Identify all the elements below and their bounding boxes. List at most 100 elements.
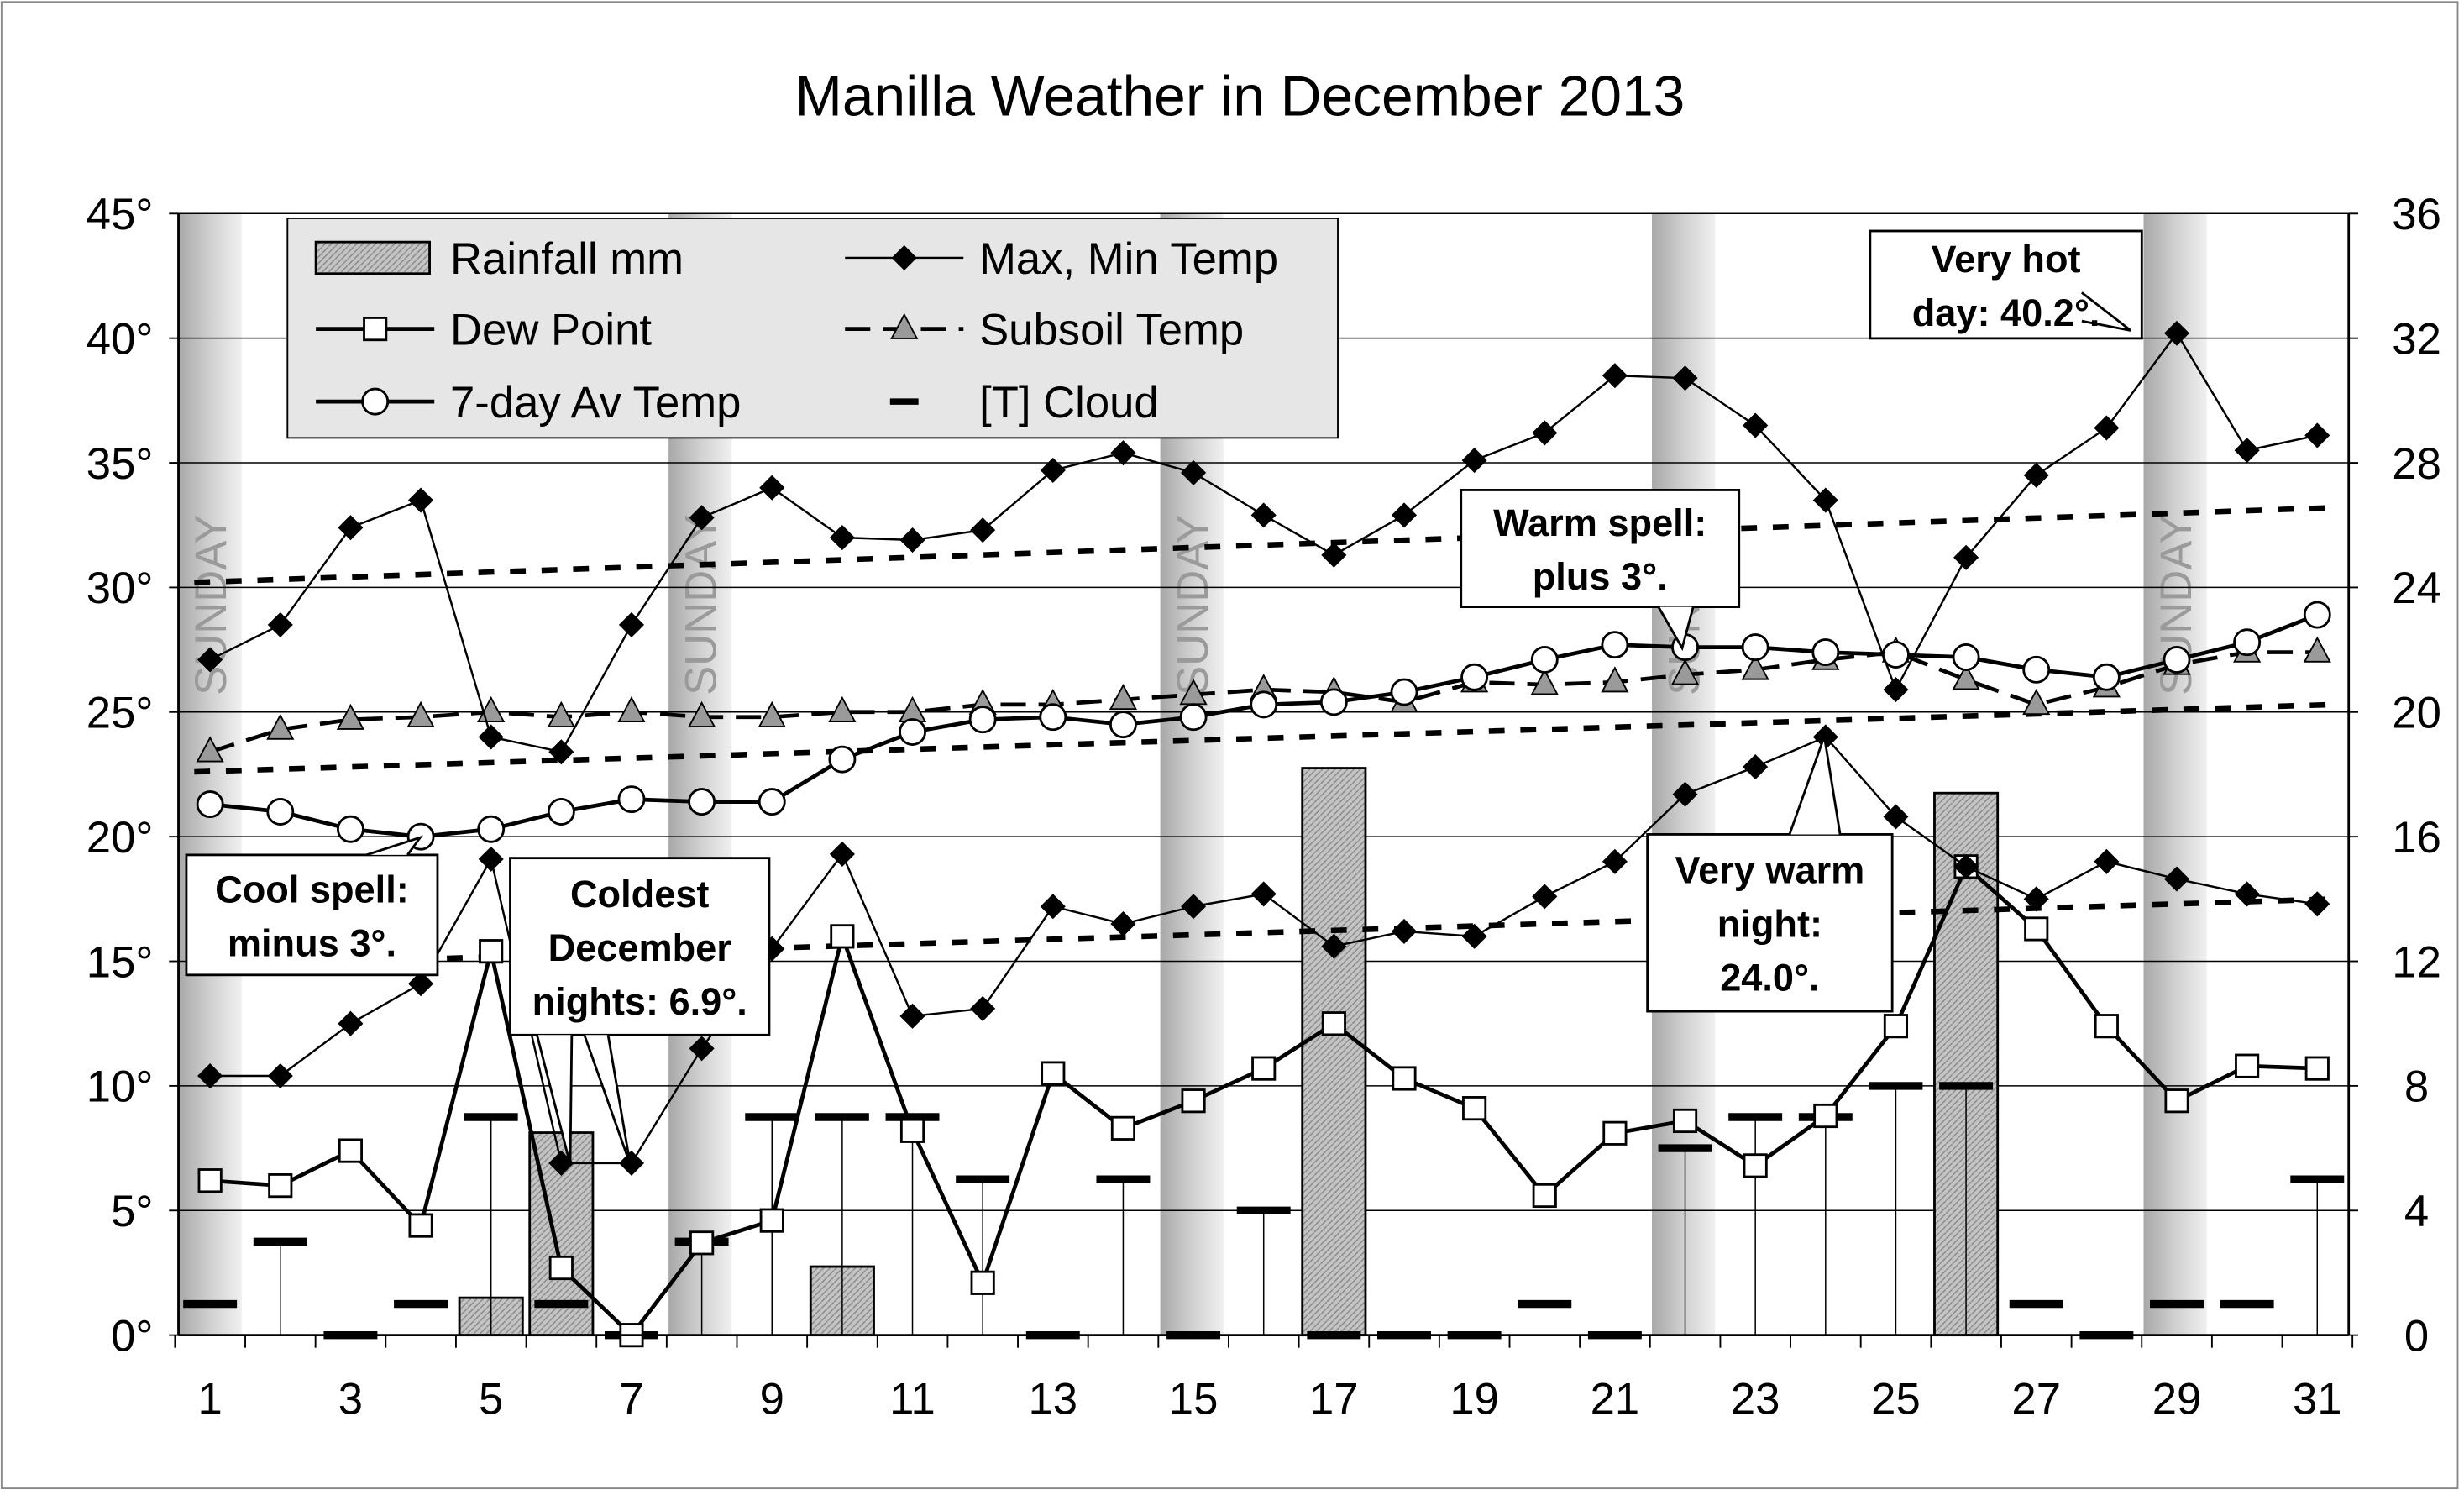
x-tick-label: 5	[479, 1375, 503, 1424]
subsoil-temp-point	[1601, 666, 1629, 693]
7-day-av-temp-point	[1250, 690, 1278, 719]
left-tick-label: 5°	[111, 1187, 153, 1236]
dew-point-point	[338, 1138, 363, 1163]
subsoil-temp-point	[1952, 664, 1980, 690]
subsoil-temp-point	[196, 736, 224, 763]
dew-point-point	[2304, 1056, 2330, 1081]
dew-point-point	[970, 1270, 995, 1295]
chart-title: Manilla Weather in December 2013	[795, 66, 1685, 129]
annotation-box	[1460, 489, 1741, 609]
max-min-temp-min-point	[829, 841, 855, 867]
x-tick-label: 9	[760, 1375, 784, 1424]
subsoil-temp-point	[2022, 688, 2051, 716]
max-min-temp-max-point	[899, 527, 925, 553]
left-tick-label: 30°	[87, 564, 154, 613]
7-day-av-temp-point	[547, 798, 575, 826]
x-tick-label: 25	[1871, 1375, 1921, 1424]
7-day-av-temp-point	[336, 815, 364, 843]
dew-point-point	[689, 1230, 715, 1256]
max-min-temp-min-point	[1391, 918, 1418, 944]
max-min-temp-max-point	[970, 517, 996, 543]
subsoil-temp-point	[828, 695, 857, 723]
dew-point-point	[1743, 1153, 1768, 1178]
annotation-hot: Very hot day: 40.2°.	[1869, 229, 2143, 340]
7-day-av-temp-point	[196, 790, 224, 819]
7-day-av-temp-point	[968, 706, 997, 734]
dew-point-point	[268, 1173, 293, 1199]
subsoil-temp-point	[687, 700, 716, 727]
x-tick-label: 7	[619, 1375, 643, 1424]
max-min-temp-max-point	[1883, 677, 1909, 703]
annotation-pointer	[536, 1034, 574, 1165]
dew-point-point	[1321, 1011, 1346, 1036]
7-day-av-temp-point	[2233, 628, 2262, 657]
left-tick-label: 10°	[87, 1062, 154, 1112]
dew-point-point	[1251, 1056, 1277, 1081]
left-tick-label: 25°	[87, 689, 154, 738]
7-day-av-temp-point	[477, 815, 506, 843]
dew-point-point	[1672, 1108, 1698, 1134]
dew-point-point	[1602, 1120, 1628, 1146]
7-day-av-temp-point	[1952, 643, 1980, 671]
annotation-text: day: 40.2°.	[1912, 291, 2100, 334]
7-day-av-temp-point	[2303, 601, 2331, 629]
dew-point-point	[1462, 1096, 1487, 1121]
7-day-av-temp-point	[899, 718, 926, 746]
x-tick-label: 1	[197, 1375, 222, 1424]
right-tick-label: 20	[2392, 689, 2441, 738]
x-tick-label: 11	[889, 1375, 936, 1424]
7-day-av-temp-point	[1390, 678, 1418, 706]
7-day-av-temp-point	[1039, 703, 1067, 732]
sunday-band	[178, 213, 242, 1335]
dew-point-point	[1181, 1088, 1206, 1114]
x-tick-label: 23	[1731, 1375, 1780, 1424]
subsoil-temp-point	[2303, 636, 2331, 663]
max-min-temp-min-point	[1250, 881, 1277, 907]
subsoil-temp-point	[1109, 684, 1138, 711]
annotation-pointer	[2080, 291, 2132, 332]
dew-point-point	[479, 939, 504, 964]
max-min-temp-min-point	[970, 995, 996, 1021]
max-min-temp-min-point	[689, 1036, 715, 1062]
7-day-av-temp-point	[1741, 633, 1769, 662]
annotation-text: minus 3°.	[228, 921, 396, 964]
annotation-coldest: Coldest December nights: 6.9°.	[509, 857, 771, 1165]
sunday-band	[2143, 213, 2207, 1335]
max-min-temp-min-point	[1461, 923, 1487, 949]
dew-point-point	[899, 1118, 925, 1143]
subsoil-temp-point	[547, 700, 575, 727]
x-tick-label: 29	[2152, 1375, 2202, 1424]
max-min-temp-max-point	[478, 724, 504, 750]
7-day-av-temp-point	[688, 788, 716, 816]
legend-label-7-day-av-temp: 7-day Av Temp	[450, 378, 741, 428]
max-min-temp-max-point	[2234, 438, 2260, 464]
sunday-label: SUNDAY	[1168, 514, 1218, 695]
7-day-av-temp-point	[1460, 663, 1489, 691]
annotation-pointer	[365, 835, 423, 857]
subsoil-temp-point	[336, 703, 365, 730]
max-min-temp-max-point	[618, 611, 645, 637]
right-tick-label: 32	[2392, 314, 2441, 364]
7-day-av-temp-point	[1109, 711, 1137, 739]
annotation-text: Cool spell:	[215, 868, 409, 910]
max-min-temp-min-point	[478, 846, 504, 872]
max-min-temp-min-point	[1532, 884, 1558, 910]
max-min-temp-max-point	[1953, 544, 1979, 570]
x-tick-label: 27	[2011, 1375, 2061, 1424]
annotation-pointer	[1657, 606, 1695, 652]
7-day-av-temp-point	[617, 785, 646, 814]
dew-point-point	[1883, 1014, 1909, 1039]
annotation-text: night:	[1717, 903, 1822, 946]
legend-marker-dew-point	[363, 317, 388, 342]
left-tick-label: 40°	[87, 314, 154, 364]
max-min-temp-max-point	[338, 515, 364, 541]
7-day-av-temp-point	[1179, 703, 1208, 732]
dew-point-point	[2164, 1088, 2189, 1114]
right-tick-label: 16	[2392, 813, 2441, 863]
dew-point-point	[1110, 1115, 1136, 1141]
legend-box	[286, 218, 1339, 439]
right-tick-label: 28	[2392, 439, 2441, 489]
legend-label-t-cloud: [T] Cloud	[979, 378, 1159, 428]
max-min-temp-max-point	[2163, 320, 2190, 346]
7-day-av-temp-point	[758, 788, 786, 816]
